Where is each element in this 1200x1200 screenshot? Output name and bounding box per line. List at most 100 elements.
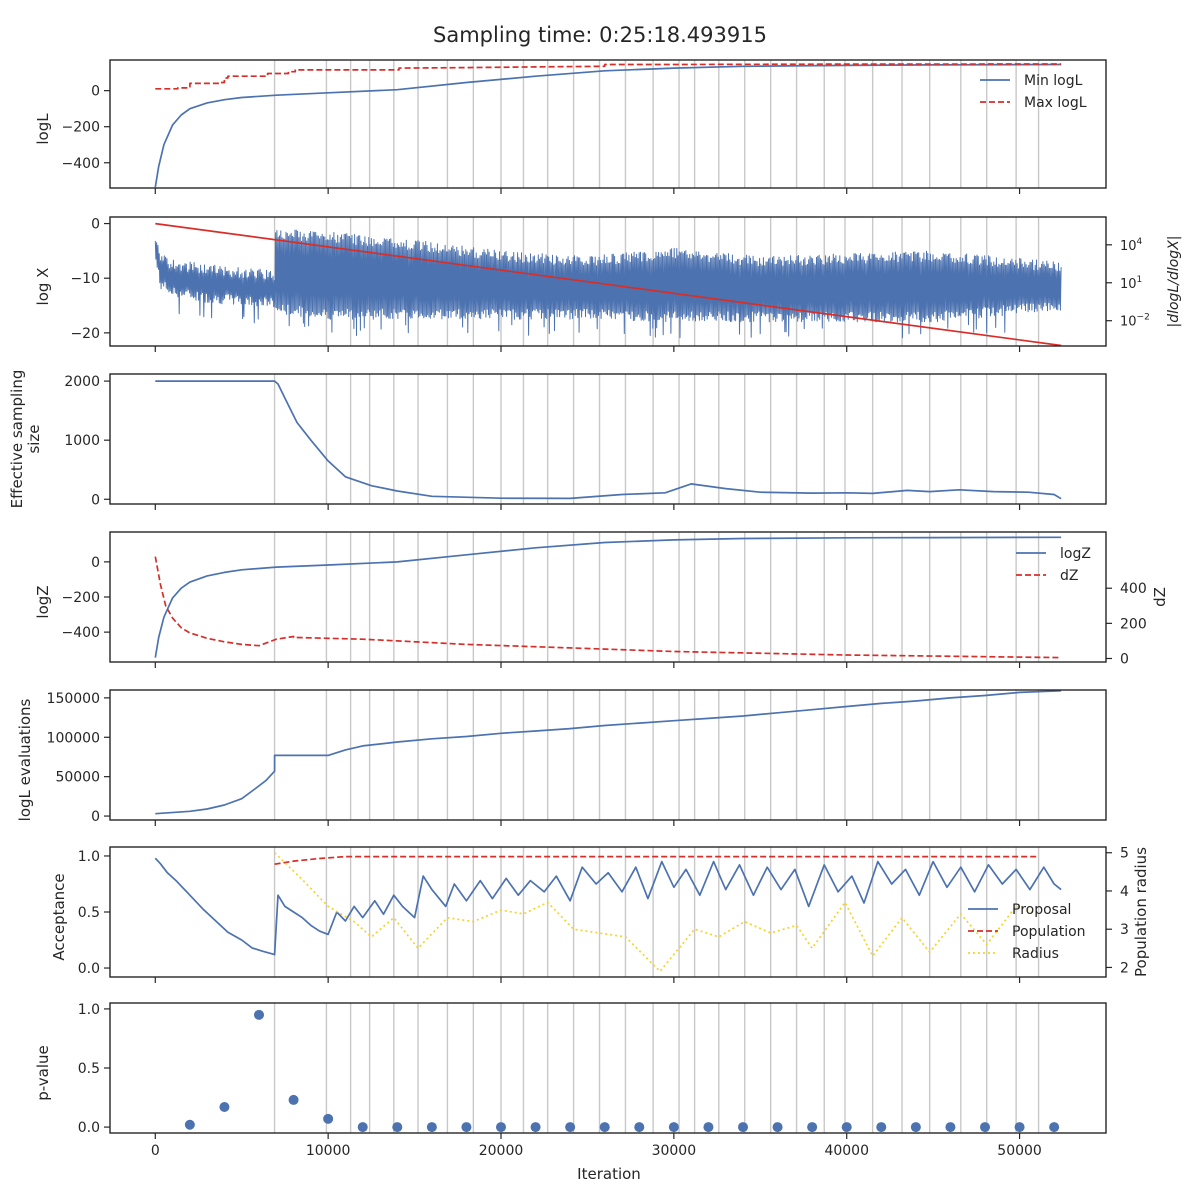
y-tick-label: 0.5 — [78, 1061, 100, 1077]
p-value-point — [288, 1094, 299, 1105]
series-min-logl — [154, 63, 1062, 188]
y-tick-label: 1.0 — [78, 849, 100, 865]
legend-label: Population — [1012, 924, 1086, 940]
y-tick-label: −10 — [70, 271, 100, 287]
y-tick-label: 1.0 — [78, 1002, 100, 1018]
p-value-point — [565, 1122, 576, 1133]
y-tick-label: 0 — [91, 84, 100, 100]
series-dz — [154, 556, 1062, 659]
y-tick-label: 0 — [91, 217, 100, 233]
y-tick-label: −200 — [62, 120, 100, 136]
p-value-point — [841, 1122, 852, 1133]
p-value-point — [980, 1122, 991, 1133]
y-axis-label: logZ — [34, 585, 52, 618]
y2-tick-label: 3 — [1120, 922, 1129, 938]
x-axis-label: Iteration — [577, 1165, 641, 1183]
p-value-point — [1014, 1122, 1025, 1133]
y-tick-label: 0.0 — [78, 1120, 100, 1136]
p-value-point — [357, 1122, 368, 1133]
p-value-point — [772, 1122, 783, 1133]
y-tick-label: 0.0 — [78, 961, 100, 977]
x-tick-label: 0 — [151, 1143, 160, 1159]
p-value-point — [1049, 1122, 1060, 1133]
legend-label: Proposal — [1012, 902, 1071, 918]
y-tick-label: 50000 — [55, 770, 100, 786]
x-tick-label: 20000 — [479, 1143, 524, 1159]
y2-tick-label: 2 — [1120, 960, 1129, 976]
series-proposal — [154, 857, 1062, 956]
series-max-logl — [155, 63, 1062, 90]
series-logz — [154, 536, 1062, 658]
y-tick-label: −400 — [62, 625, 100, 641]
y-axis-label: Acceptance — [50, 873, 68, 960]
y-axis-label-line: size — [25, 424, 43, 453]
legend: logZ dZ — [1016, 546, 1091, 584]
panel-evals: 150000 100000 50000 0 logL evaluations — [16, 689, 1107, 826]
y2-tick-label: 5 — [1120, 846, 1129, 862]
y-tick-label: 0 — [91, 555, 100, 571]
series-population — [274, 855, 1039, 866]
x-tick-label: 10000 — [306, 1143, 351, 1159]
y-tick-label: −20 — [70, 326, 100, 342]
y2-tick-label: 200 — [1120, 616, 1147, 632]
p-value-point — [668, 1122, 679, 1133]
p-value-point — [807, 1122, 818, 1133]
p-value-point — [876, 1122, 887, 1133]
y-axis-label: Effective samplingsize — [8, 370, 43, 509]
x-tick-label: 50000 — [997, 1143, 1042, 1159]
y2-tick-label: 4 — [1120, 884, 1129, 900]
panel-ess: 2000 1000 0 Effective samplingsize — [8, 370, 1107, 510]
legend-label: dZ — [1060, 568, 1078, 584]
y-tick-label: −400 — [62, 156, 100, 172]
y2-tick-label: 0 — [1120, 651, 1129, 667]
y2-tick-label: 10−2 — [1120, 313, 1150, 330]
p-value-point — [461, 1122, 472, 1133]
y-tick-label: 2000 — [64, 374, 100, 390]
panel-pvalue: 1.0 0.5 0.0 p-value — [34, 1002, 1107, 1139]
panel-logl: 0 −200 −400 logL Min logL Max logL — [34, 59, 1107, 194]
series-dlogl-dlogx — [154, 229, 1062, 339]
series-radius — [274, 852, 1039, 973]
p-value-point — [738, 1122, 749, 1133]
y-tick-label: 0 — [91, 492, 100, 508]
y-axis-label: p-value — [34, 1045, 52, 1101]
axes-frame — [109, 216, 1107, 347]
legend: Min logL Max logL — [980, 73, 1087, 111]
y-axis-label: log X — [34, 268, 52, 306]
y2-tick-label: 101 — [1120, 275, 1142, 292]
y-axis-label-line: Effective sampling — [8, 370, 26, 509]
y2-tick-label: 104 — [1120, 237, 1143, 254]
legend-label: logZ — [1060, 546, 1091, 562]
p-value-point — [392, 1122, 403, 1133]
p-value-point — [530, 1122, 541, 1133]
axes-frame — [109, 689, 1107, 821]
p-value-point — [184, 1119, 195, 1130]
legend-label: Radius — [1012, 946, 1059, 962]
p-value-point — [426, 1122, 437, 1133]
series-log-x — [155, 222, 1062, 347]
p-value-point — [254, 1009, 265, 1020]
p-value-point — [496, 1122, 507, 1133]
figure-title: Sampling time: 0:25:18.493915 — [433, 23, 767, 47]
p-value-point — [703, 1122, 714, 1133]
p-value-point — [634, 1122, 645, 1133]
y-tick-label: 100000 — [47, 730, 100, 746]
p-value-point — [945, 1122, 956, 1133]
p-value-point — [910, 1122, 921, 1133]
y2-axis-label: |dlogL/dlogX| — [1166, 236, 1182, 328]
p-value-point — [599, 1122, 610, 1133]
y-tick-label: 150000 — [47, 691, 100, 707]
series-logl-evaluations — [155, 689, 1062, 815]
axes-frame — [109, 1002, 1107, 1134]
y-axis-label: logL — [34, 113, 52, 145]
y2-axis-label: dZ — [1151, 587, 1169, 607]
legend: Proposal Population Radius — [968, 902, 1086, 962]
axes-frame — [109, 531, 1107, 663]
axes-frame — [109, 846, 1107, 978]
panel-logx: 0 −10 −20 104 101 10−2 log X |dlogL/dlogX| — [34, 216, 1182, 352]
x-tick-label: 30000 — [652, 1143, 697, 1159]
y-tick-label: 0.5 — [78, 905, 100, 921]
panel-acceptance: 1.0 0.5 0.0 5 4 3 2 Acceptance Population radius… — [50, 846, 1150, 983]
y2-axis-label: Population radius — [1132, 847, 1150, 977]
